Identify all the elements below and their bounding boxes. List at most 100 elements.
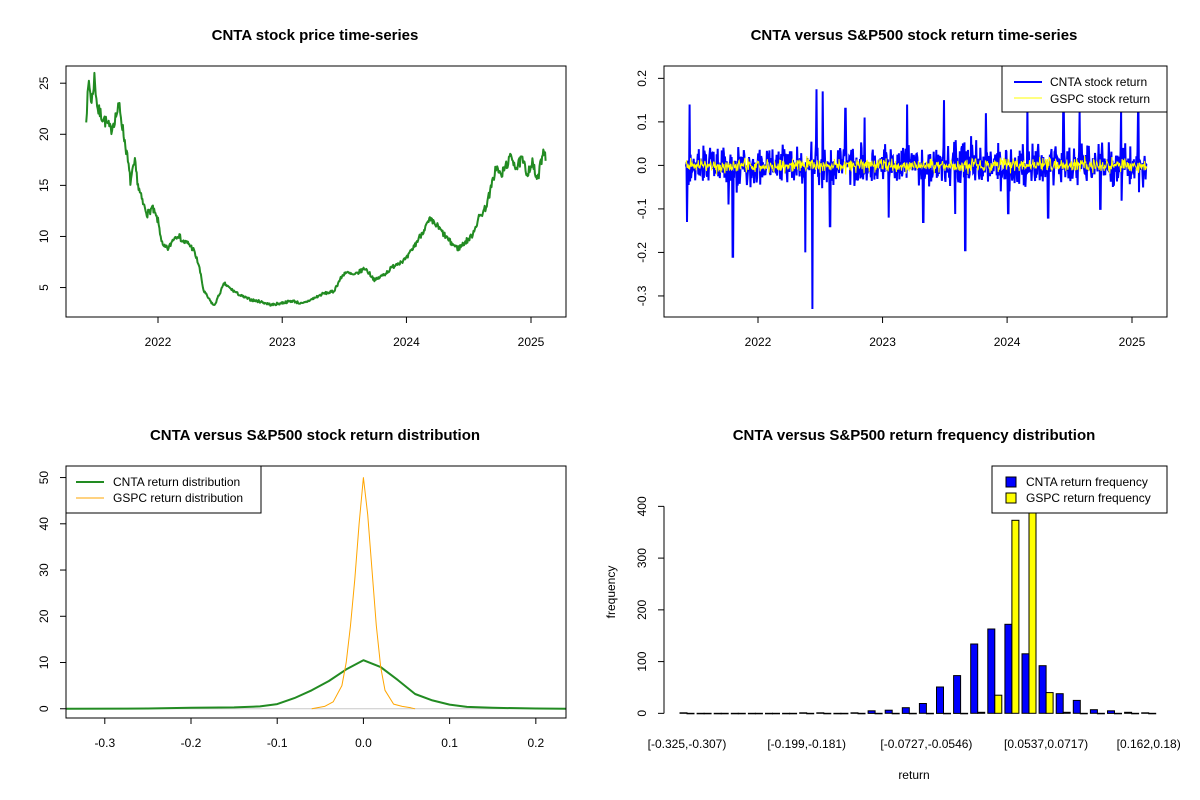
cnta-frequency-bar	[1107, 710, 1115, 714]
x-axis-label: return	[898, 768, 929, 782]
price-series	[85, 71, 547, 307]
price-line	[85, 71, 547, 307]
legend: CNTA return distribution GSPC return dis…	[65, 465, 262, 514]
y-tick-label: 50	[37, 471, 51, 485]
gspc-frequency-bar	[772, 712, 780, 715]
y-tick-label: 0.2	[635, 70, 649, 87]
cnta-frequency-bar	[850, 712, 859, 714]
x-axis: 2022 2023 2024 2025	[145, 316, 545, 349]
cnta-frequency-bar	[1038, 665, 1047, 714]
cnta-frequency-bar	[901, 707, 910, 714]
gspc-frequency-bar	[874, 712, 883, 715]
cnta-frequency-bar	[1089, 709, 1098, 714]
cnta-frequency-bar	[884, 709, 893, 714]
legend-swatch-cnta	[1005, 476, 1017, 488]
gspc-frequency-bar	[1096, 712, 1105, 715]
cnta-frequency-bar	[1141, 712, 1150, 714]
x-tick-label: 0.2	[527, 736, 544, 750]
cnta-frequency-bar	[867, 710, 876, 714]
gspc-frequency-bar	[1114, 712, 1122, 715]
gspc-frequency-bar	[977, 711, 986, 714]
gspc-frequency-bar	[925, 712, 934, 715]
cnta-frequency-bar	[713, 712, 722, 715]
y-tick-label: 15	[37, 178, 51, 192]
y-axis: 5 10 15 20 25	[37, 76, 67, 291]
gspc-frequency-bar	[857, 712, 866, 715]
x-tick-label: [-0.0727,-0.0546)	[880, 737, 972, 751]
gspc-frequency-bar	[1062, 711, 1071, 714]
chart-title: CNTA versus S&P500 stock return time-ser…	[751, 27, 1078, 44]
gspc-density-line	[311, 477, 416, 710]
y-tick-label: 25	[37, 76, 51, 90]
gspc-frequency-bar	[806, 712, 815, 715]
x-tick-label: 2023	[269, 335, 296, 349]
y-tick-label: 0	[37, 705, 51, 712]
x-tick-label: 0.0	[355, 736, 372, 750]
y-axis: 0 100 200 300 400	[635, 496, 665, 717]
legend: CNTA return frequency GSPC return freque…	[991, 465, 1168, 514]
legend-label-cnta: CNTA return frequency	[1026, 475, 1148, 489]
y-tick-label: 20	[37, 609, 51, 623]
x-tick-label: -0.1	[267, 736, 288, 750]
cnta-frequency-bar	[918, 703, 927, 714]
cnta-frequency-bar	[833, 712, 842, 715]
gspc-frequency-bar	[891, 712, 900, 715]
cnta-frequency-bar	[936, 686, 944, 714]
x-tick-label: 2024	[994, 335, 1021, 349]
y-tick-label: 100	[635, 651, 649, 671]
cnta-frequency-bar	[953, 675, 962, 714]
chart-title: CNTA versus S&P500 return frequency dist…	[733, 427, 1096, 444]
legend-label-cnta: CNTA return distribution	[113, 475, 240, 489]
cnta-frequency-bar	[679, 712, 688, 714]
legend-box	[991, 465, 1168, 514]
y-tick-label: -0.2	[635, 242, 649, 263]
gspc-frequency-bar	[686, 712, 695, 715]
y-tick-label: 0.0	[635, 157, 649, 174]
gspc-frequency-bar	[823, 712, 832, 715]
return-series	[685, 89, 1148, 310]
return-distribution-panel: CNTA versus S&P500 stock return distribu…	[37, 427, 567, 750]
gspc-frequency-bar	[703, 712, 712, 715]
legend-box	[1001, 65, 1168, 113]
x-tick-label: 2025	[518, 335, 545, 349]
legend-label-gspc: GSPC return frequency	[1026, 491, 1151, 505]
density-series	[65, 477, 567, 710]
gspc-return-line	[685, 155, 1148, 175]
gspc-frequency-bar	[1148, 712, 1157, 715]
cnta-frequency-bar	[765, 712, 773, 715]
cnta-frequency-bar	[1021, 653, 1030, 714]
histogram-bars	[679, 465, 1157, 715]
gspc-frequency-bar	[960, 712, 969, 715]
gspc-frequency-bar	[1131, 712, 1140, 715]
y-tick-label: 300	[635, 548, 649, 568]
x-tick-label: 2025	[1119, 335, 1146, 349]
cnta-frequency-bar	[970, 643, 979, 714]
cnta-frequency-bar	[1055, 693, 1064, 714]
y-tick-label: 30	[37, 563, 51, 577]
cnta-frequency-bar	[799, 712, 808, 714]
cnta-frequency-bar	[1072, 699, 1081, 714]
legend-swatch-gspc	[1005, 492, 1017, 504]
y-tick-label: 20	[37, 127, 51, 141]
y-tick-label: -0.1	[635, 198, 649, 219]
gspc-frequency-bar	[1011, 519, 1020, 714]
x-tick-label: -0.2	[181, 736, 202, 750]
y-tick-label: 10	[37, 656, 51, 670]
x-tick-label: 2024	[393, 335, 420, 349]
legend-label-gspc: GSPC stock return	[1050, 92, 1150, 106]
x-tick-label: [-0.325,-0.307)	[648, 737, 727, 751]
x-tick-label: 2022	[745, 335, 772, 349]
x-tick-label: [0.162,0.18)	[1117, 737, 1181, 751]
x-axis: 2022 2023 2024 2025	[745, 316, 1146, 349]
cnta-frequency-bar	[696, 712, 705, 715]
y-tick-label: 5	[37, 284, 51, 291]
chart-title: CNTA stock price time-series	[212, 27, 419, 44]
y-tick-label: 10	[37, 229, 51, 243]
gspc-frequency-bar	[840, 712, 849, 715]
y-tick-label: 0	[635, 710, 649, 717]
x-tick-label: [0.0537,0.0717)	[1004, 737, 1088, 751]
cnta-frequency-bar	[1004, 623, 1013, 714]
return-time-series-panel: CNTA versus S&P500 stock return time-ser…	[635, 27, 1168, 349]
cnta-frequency-bar	[987, 628, 996, 714]
x-axis: [-0.325,-0.307) [-0.199,-0.181) [-0.0727,-…	[648, 737, 1181, 751]
